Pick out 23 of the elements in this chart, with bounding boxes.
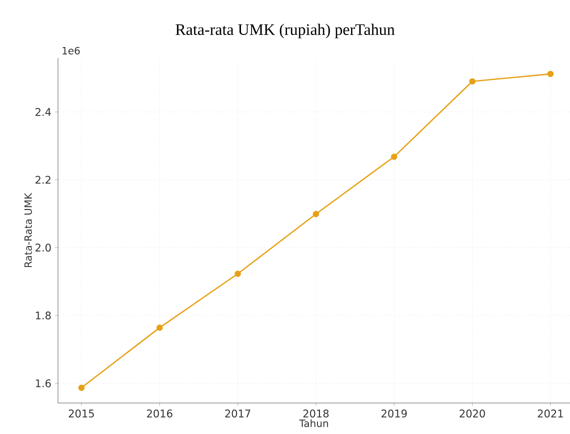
point [390,154,398,160]
point [78,384,85,391]
x-tick-label: 2019 [382,410,407,418]
x-tick-label: 2020 [460,410,485,418]
x-tick-label: 2017 [225,410,250,418]
point [547,70,554,78]
y-tick-label: 2.2 [36,176,50,184]
x-tick-label: 2015 [68,410,94,418]
chart-title: Rata-rata UMK (rupiah) perTahun [176,24,395,38]
x-tick-label: 2018 [303,410,329,418]
x-tick-label: 2021 [538,410,563,418]
y-tick-label: 2.4 [36,108,51,116]
y-tick-label: 1.6 [36,379,51,388]
point [469,78,476,85]
point [312,210,320,218]
point [156,324,163,331]
point [234,270,241,277]
y-tick-label: 2.0 [36,244,51,252]
y-tick-label: 1.8 [36,312,51,320]
y-axis-title: Rata-Rata UMK [24,192,32,268]
text: 1e6 [62,46,80,54]
x-axis-title: Tahun [299,419,328,428]
x-tick-label: 2016 [147,410,172,418]
